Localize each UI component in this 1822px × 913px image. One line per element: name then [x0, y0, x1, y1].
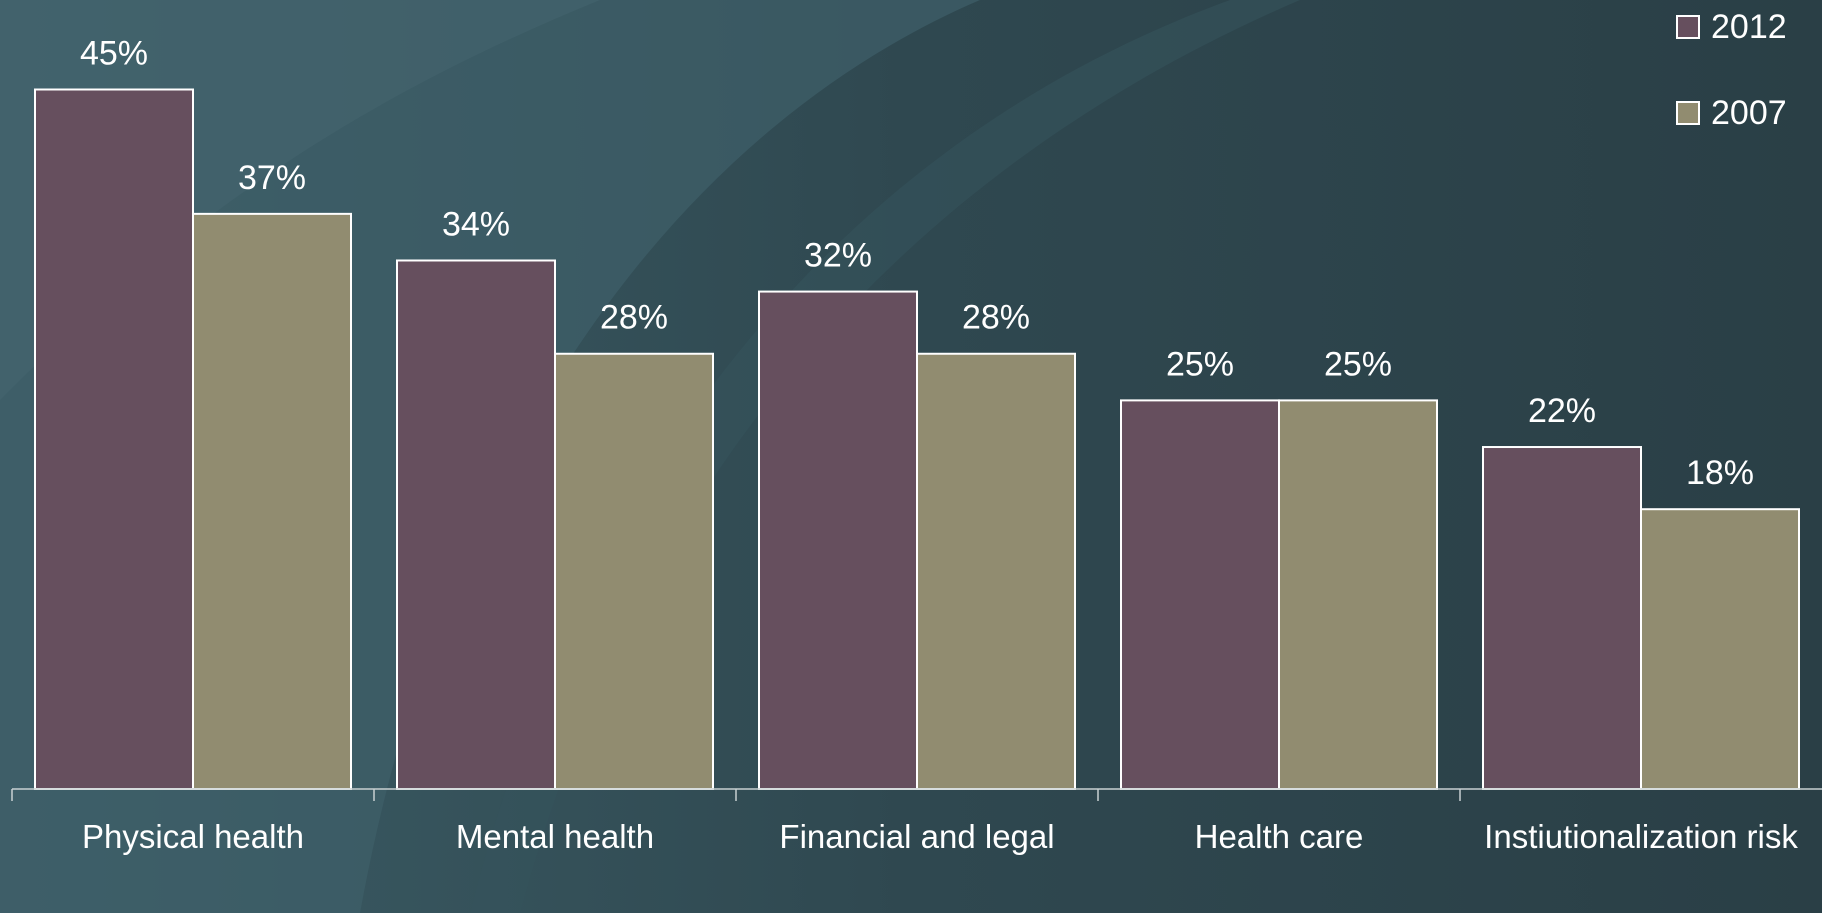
legend-label: 2007 [1711, 94, 1787, 132]
bar [34, 88, 194, 790]
x-tick-label: Physical health [82, 818, 304, 855]
x-tick-label: Health care [1194, 818, 1364, 855]
bar [1120, 399, 1280, 790]
bar [758, 290, 918, 790]
data-label: 37% [238, 159, 306, 197]
bar [916, 352, 1076, 790]
data-label: 34% [442, 205, 510, 243]
bar [396, 259, 556, 790]
bar [554, 352, 714, 790]
legend-label: 2012 [1711, 8, 1787, 46]
bar [192, 212, 352, 791]
x-tick-label: Instiutionalization risk [1484, 818, 1798, 855]
bar [1482, 446, 1642, 790]
bar [1278, 399, 1438, 790]
bar [1640, 508, 1800, 790]
data-label: 25% [1324, 345, 1392, 383]
x-tick-label: Mental health [455, 818, 655, 855]
legend-swatch [1676, 15, 1700, 39]
data-label: 25% [1166, 345, 1234, 383]
x-tick-label: Financial and legal [779, 818, 1055, 855]
data-label: 28% [962, 299, 1030, 337]
data-label: 18% [1686, 454, 1754, 492]
data-label: 32% [804, 237, 872, 275]
data-label: 22% [1528, 392, 1596, 430]
data-label: 28% [600, 299, 668, 337]
legend-swatch [1676, 101, 1700, 125]
data-label: 45% [80, 34, 148, 72]
